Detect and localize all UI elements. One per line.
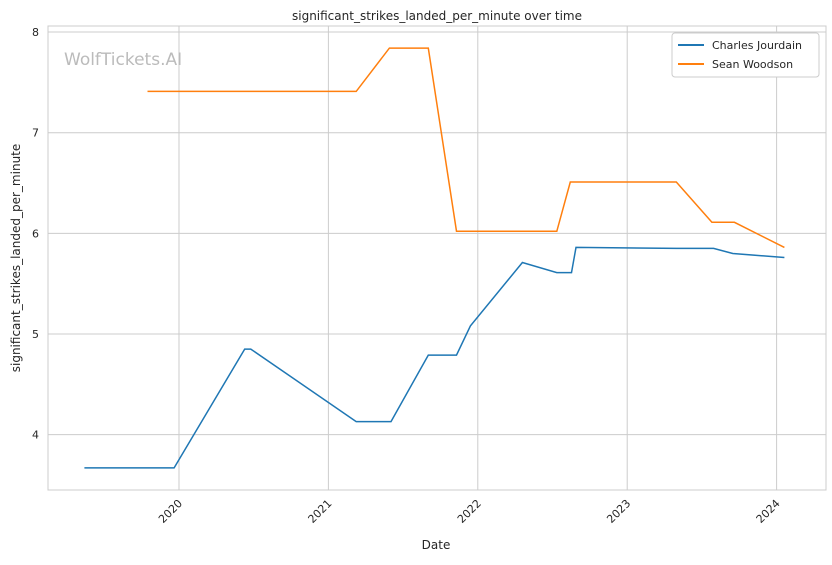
y-tick-label: 4 [32, 429, 39, 442]
y-tick-label: 6 [32, 227, 39, 240]
series-line-sean-woodson [147, 47, 785, 249]
y-tick-label: 7 [32, 127, 39, 140]
legend: Charles Jourdain Sean Woodson [671, 32, 820, 78]
x-tick-label: 2022 [455, 497, 484, 526]
x-tick-label: 2021 [306, 497, 335, 526]
series-line-charles-jourdain [84, 246, 785, 469]
legend-label: Sean Woodson [712, 58, 793, 71]
x-axis-label: Date [422, 538, 451, 552]
y-tick-label: 8 [32, 26, 39, 39]
x-tick-label: 2024 [754, 497, 783, 526]
x-tick-label: 2023 [604, 497, 633, 526]
y-tick-label: 5 [32, 328, 39, 341]
legend-label: Charles Jourdain [712, 39, 802, 52]
watermark: WolfTickets.AI [64, 50, 182, 70]
plot-frame [47, 25, 827, 491]
chart-title: significant_strikes_landed_per_minute ov… [292, 9, 582, 23]
x-tick-label: 2020 [156, 497, 185, 526]
y-axis-label: significant_strikes_landed_per_minute [9, 144, 23, 373]
